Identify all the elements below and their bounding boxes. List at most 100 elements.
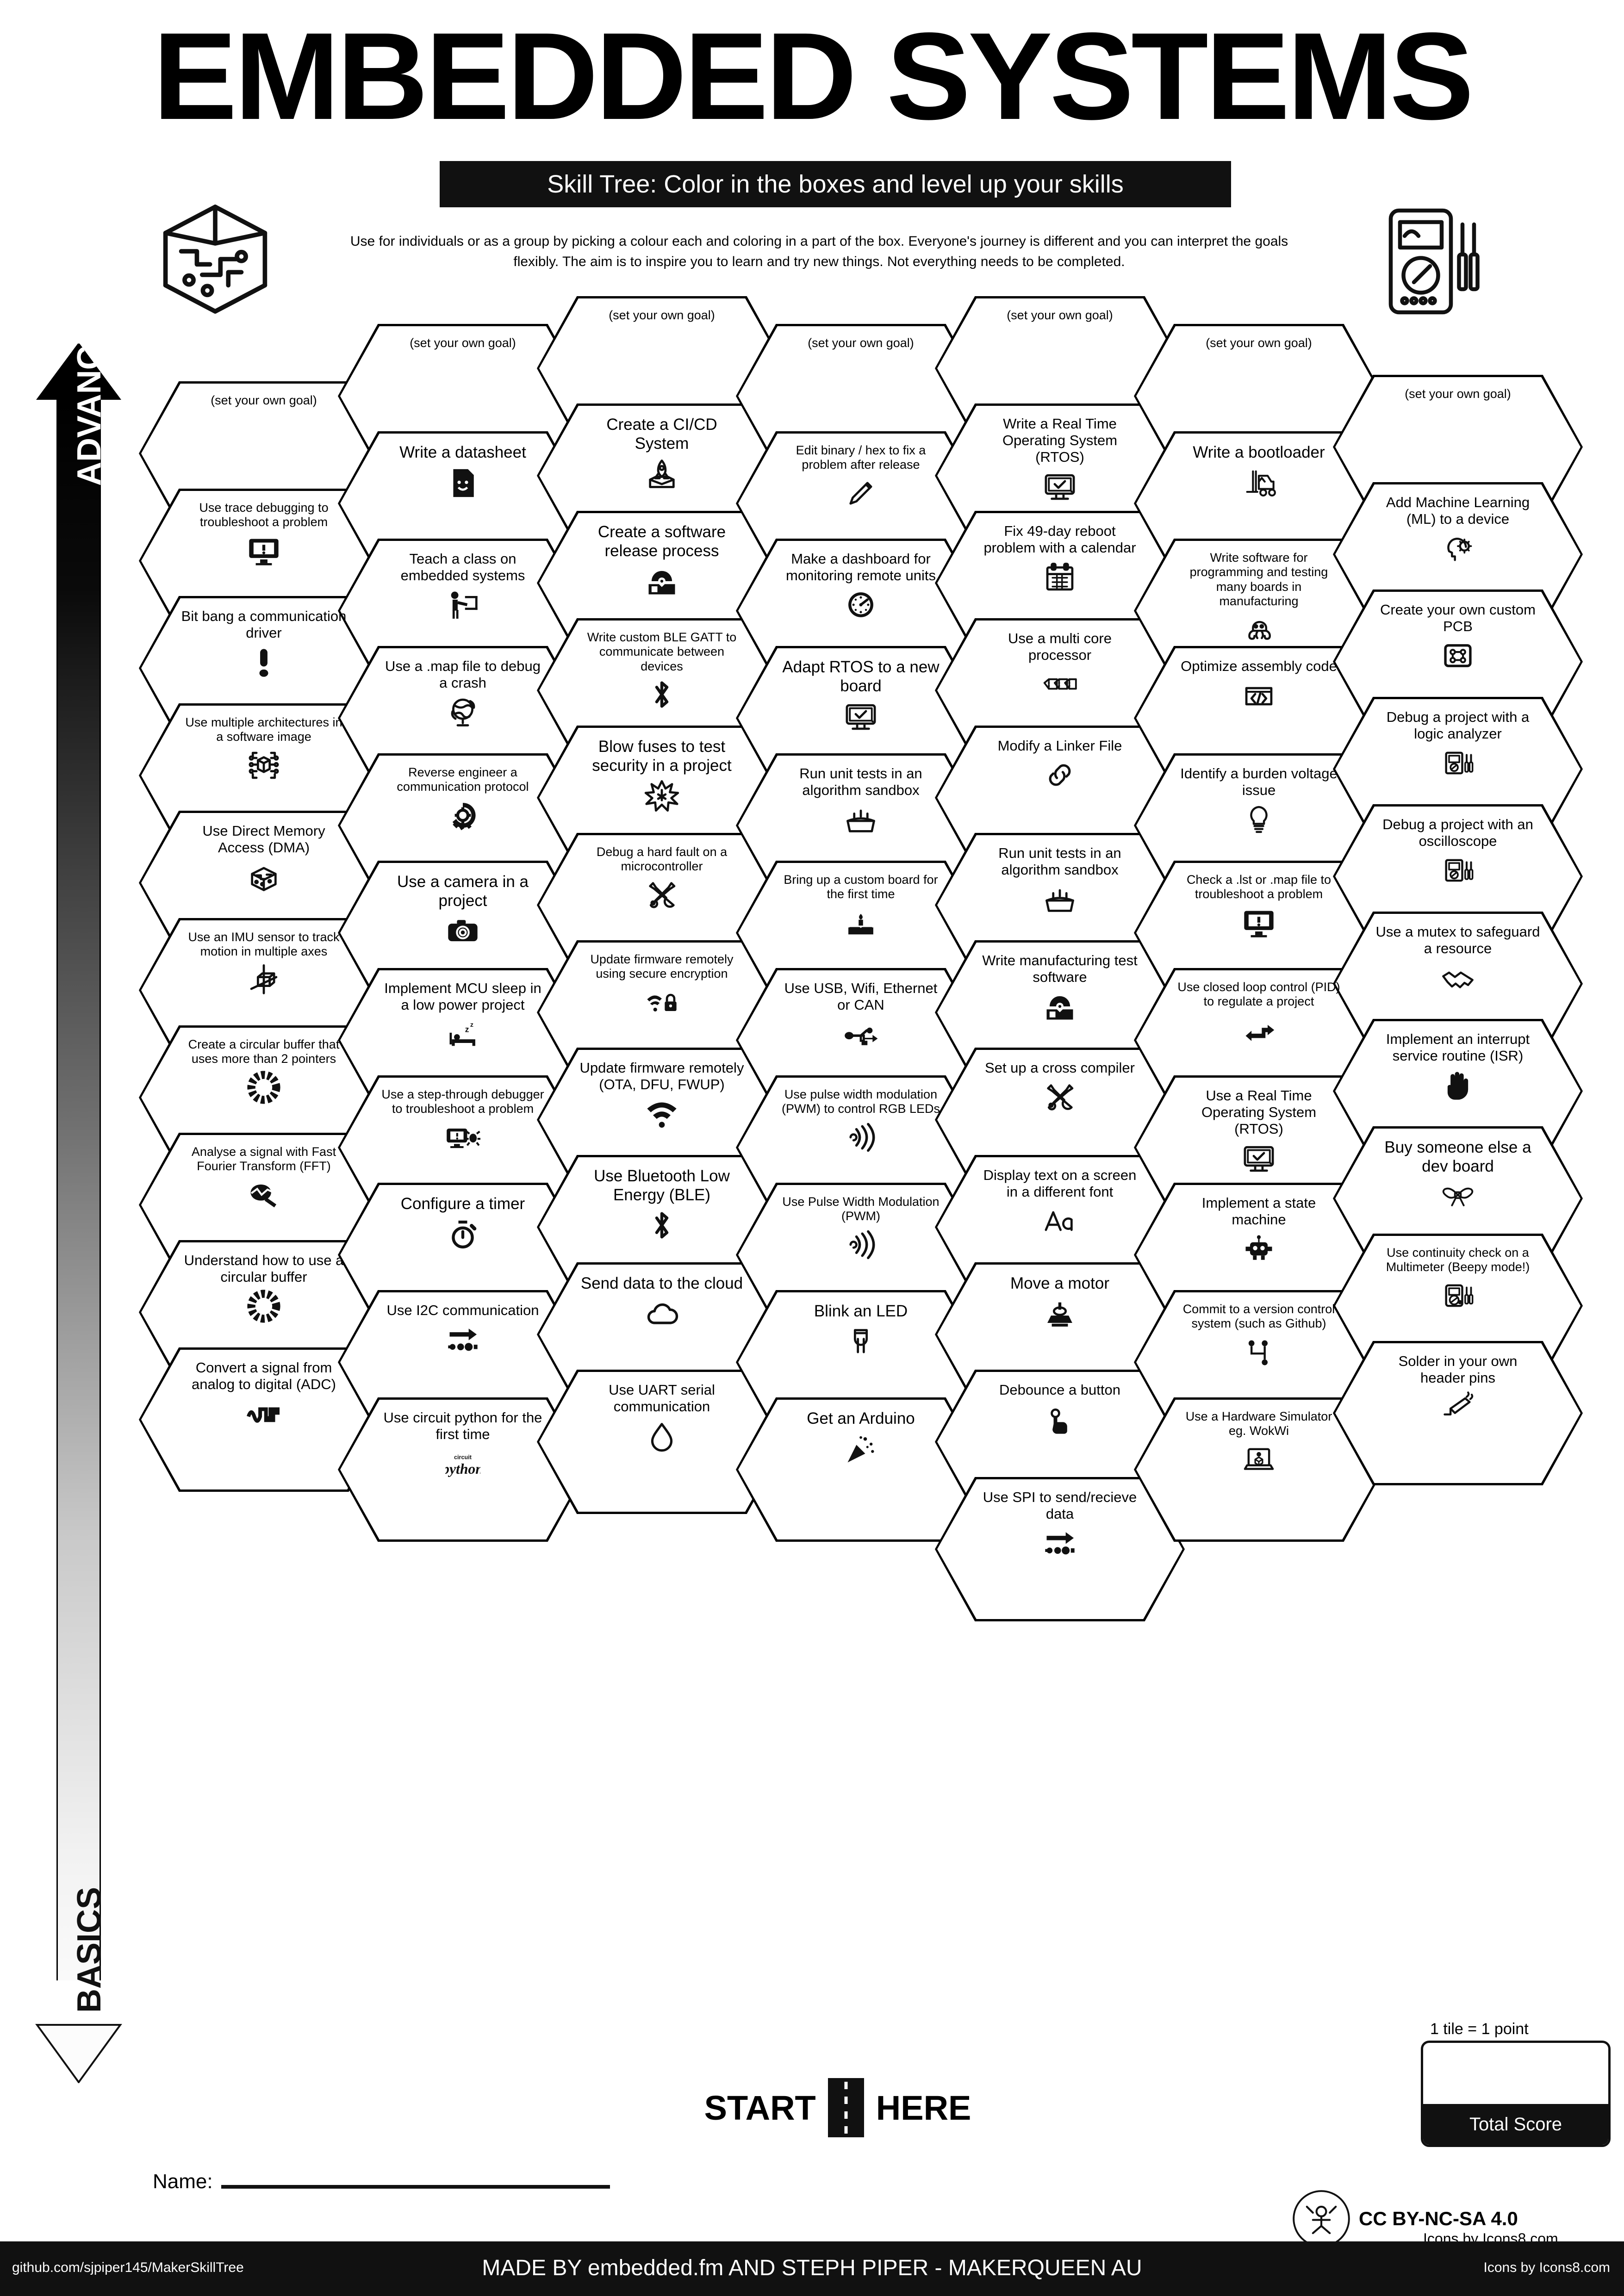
skill-tile[interactable]: Use circuit python for the first time cir…: [338, 1397, 588, 1542]
skill-tile-label: Teach a class on embedded systems: [400, 551, 525, 583]
globe-icon: [445, 694, 481, 730]
signal-magnifier-icon: [246, 1177, 282, 1213]
skill-tile[interactable]: Use UART serial communication: [537, 1370, 787, 1514]
skill-tile-label: Create a software release process: [597, 523, 726, 560]
skill-tile-label: Analyse a signal with Fast Fourier Trans…: [191, 1145, 336, 1173]
monitor-alert-icon: [1241, 905, 1277, 941]
footer-github-link[interactable]: github.com/sjpiper145/MakerSkillTree: [12, 2260, 244, 2275]
skill-tile[interactable]: Use SPI to send/recieve data: [935, 1477, 1185, 1621]
arrow-up-head: [36, 342, 121, 400]
cubes-icon: [1042, 666, 1078, 702]
circuit-cube-icon: [148, 199, 282, 321]
hand-icon: [1440, 1067, 1476, 1103]
link-icon: [1042, 757, 1078, 793]
calendar-icon: [1042, 559, 1078, 595]
road-icon: [828, 2078, 864, 2137]
hex-fill[interactable]: [539, 1372, 784, 1512]
ring-icon: [246, 1069, 282, 1105]
skill-tile[interactable]: Get an Arduino: [736, 1397, 986, 1542]
skill-tile-label: Use trace debugging to troubleshoot a pr…: [199, 501, 329, 529]
skill-tile-label: Display text on a screen in a different …: [983, 1167, 1137, 1200]
subtitle-banner: Skill Tree: Color in the boxes and level…: [440, 161, 1231, 207]
name-label: Name:: [153, 2170, 213, 2193]
arrow-dots-icon: [1042, 1525, 1078, 1561]
skill-tile-label: Use USB, Wifi, Ethernet or CAN: [784, 980, 938, 1013]
gear-loop-icon: [445, 797, 481, 833]
skill-tile[interactable]: Create your own custom PCB: [1333, 590, 1583, 734]
monitor-check-icon: [843, 698, 879, 734]
sandbox-icon: [1042, 881, 1078, 917]
name-input-line[interactable]: [221, 2185, 610, 2189]
skill-tile-label: Debug a project with a logic analyzer: [1386, 709, 1530, 742]
skill-tile-label: Convert a signal from analog to digital …: [192, 1359, 336, 1392]
skill-tile-label: Solder in your own header pins: [1398, 1353, 1518, 1386]
svg-text:z: z: [470, 1021, 473, 1029]
skill-tile-label: Move a motor: [1010, 1274, 1109, 1292]
total-score-label: Total Score: [1423, 2104, 1608, 2145]
cube-circuit-icon: [246, 747, 282, 783]
stopwatch-icon: [445, 1216, 481, 1253]
start-here-marker: START HERE: [662, 2078, 1014, 2138]
soldering-icon: [1440, 1389, 1476, 1425]
skill-tile-label: Add Machine Learning (ML) to a device: [1386, 494, 1530, 527]
name-field[interactable]: Name:: [153, 2170, 610, 2193]
skill-tile-label: Create your own custom PCB: [1380, 602, 1536, 634]
skill-tile-label: (set your own goal): [1405, 387, 1511, 401]
score-value[interactable]: [1423, 2043, 1608, 2104]
skill-tile-label: Commit to a version control system (such…: [1182, 1302, 1335, 1331]
wifi-lock-icon: [644, 984, 680, 1020]
skill-tile-label: Use a multi core processor: [1008, 630, 1112, 663]
total-score-box[interactable]: Total Score: [1421, 2041, 1611, 2147]
skill-tile-label: (set your own goal): [211, 393, 317, 407]
intro-paragraph: Use for individuals or as a group by pic…: [350, 234, 1288, 269]
hex-fill[interactable]: [340, 1400, 585, 1539]
skill-tile-label: Write software for programming and testi…: [1189, 551, 1328, 608]
axes-cube-icon: [246, 962, 282, 998]
skill-tile-label: Write a bootloader: [1193, 443, 1325, 461]
skill-tile-label: (set your own goal): [1007, 308, 1113, 322]
skill-tile-label: Use I2C communication: [386, 1302, 539, 1318]
head-gear-icon: [1440, 530, 1476, 566]
skill-tile-label: Run unit tests in an algorithm sandbox: [998, 845, 1121, 878]
skill-tile-label: Use a step-through debugger to troublesh…: [381, 1087, 544, 1116]
skill-tile-label: Use SPI to send/recieve data: [983, 1489, 1137, 1522]
arrow-shaft: [56, 398, 101, 1980]
monitor-bug-icon: [445, 1119, 481, 1155]
skill-tile-label: Debug a project with an oscilloscope: [1382, 816, 1533, 849]
svg-text:python: python: [445, 1461, 480, 1477]
skill-tile-label: Use circuit python for the first time: [383, 1409, 542, 1442]
skill-tile-label: Use closed loop control (PID) to regulat…: [1177, 980, 1340, 1009]
skill-tile-label: Run unit tests in an algorithm sandbox: [799, 765, 922, 798]
exclamation-icon: [246, 644, 282, 680]
skill-tile[interactable]: Solder in your own header pins: [1333, 1341, 1583, 1485]
led-icon: [843, 1324, 879, 1360]
pencil-icon: [843, 475, 879, 511]
skill-tile-label: Bit bang a communication driver: [181, 608, 347, 641]
hex-fill[interactable]: [1335, 1343, 1580, 1483]
license-row: CC BY-NC-SA 4.0: [1291, 2189, 1518, 2249]
skill-tile-label: (set your own goal): [808, 336, 914, 350]
wifi-icon: [644, 1096, 680, 1132]
ring-icon: [246, 1288, 282, 1324]
octopus-icon: [1241, 611, 1277, 647]
skill-tile-label: Use Direct Memory Access (DMA): [202, 823, 325, 856]
document-icon: [445, 465, 481, 501]
arrow-dots-icon: [445, 1322, 481, 1358]
bluetooth-icon: [644, 676, 680, 713]
skill-tile-label: Adapt RTOS to a new board: [782, 658, 940, 695]
robot-icon: [1241, 1231, 1277, 1267]
skill-tile-label: Fix 49-day reboot problem with a calenda…: [983, 523, 1136, 556]
joystick-icon: [1042, 1296, 1078, 1332]
skill-tile-label: Use a mutex to safeguard a resource: [1375, 924, 1540, 956]
multimeter-icon: [1379, 204, 1495, 321]
hex-fill[interactable]: [738, 1400, 983, 1539]
svg-text:circuit: circuit: [454, 1454, 472, 1460]
skill-tile-label: Create a CI/CD System: [606, 416, 717, 453]
footer-icons-credit: Icons by Icons8.com: [1483, 2260, 1610, 2275]
teacher-icon: [445, 587, 481, 623]
disc-box-icon: [1042, 988, 1078, 1024]
skill-tile-label: Use a Real Time Operating System (RTOS): [1201, 1087, 1317, 1137]
skill-tile-label: Use a Hardware Simulator eg. WokWi: [1185, 1409, 1332, 1438]
